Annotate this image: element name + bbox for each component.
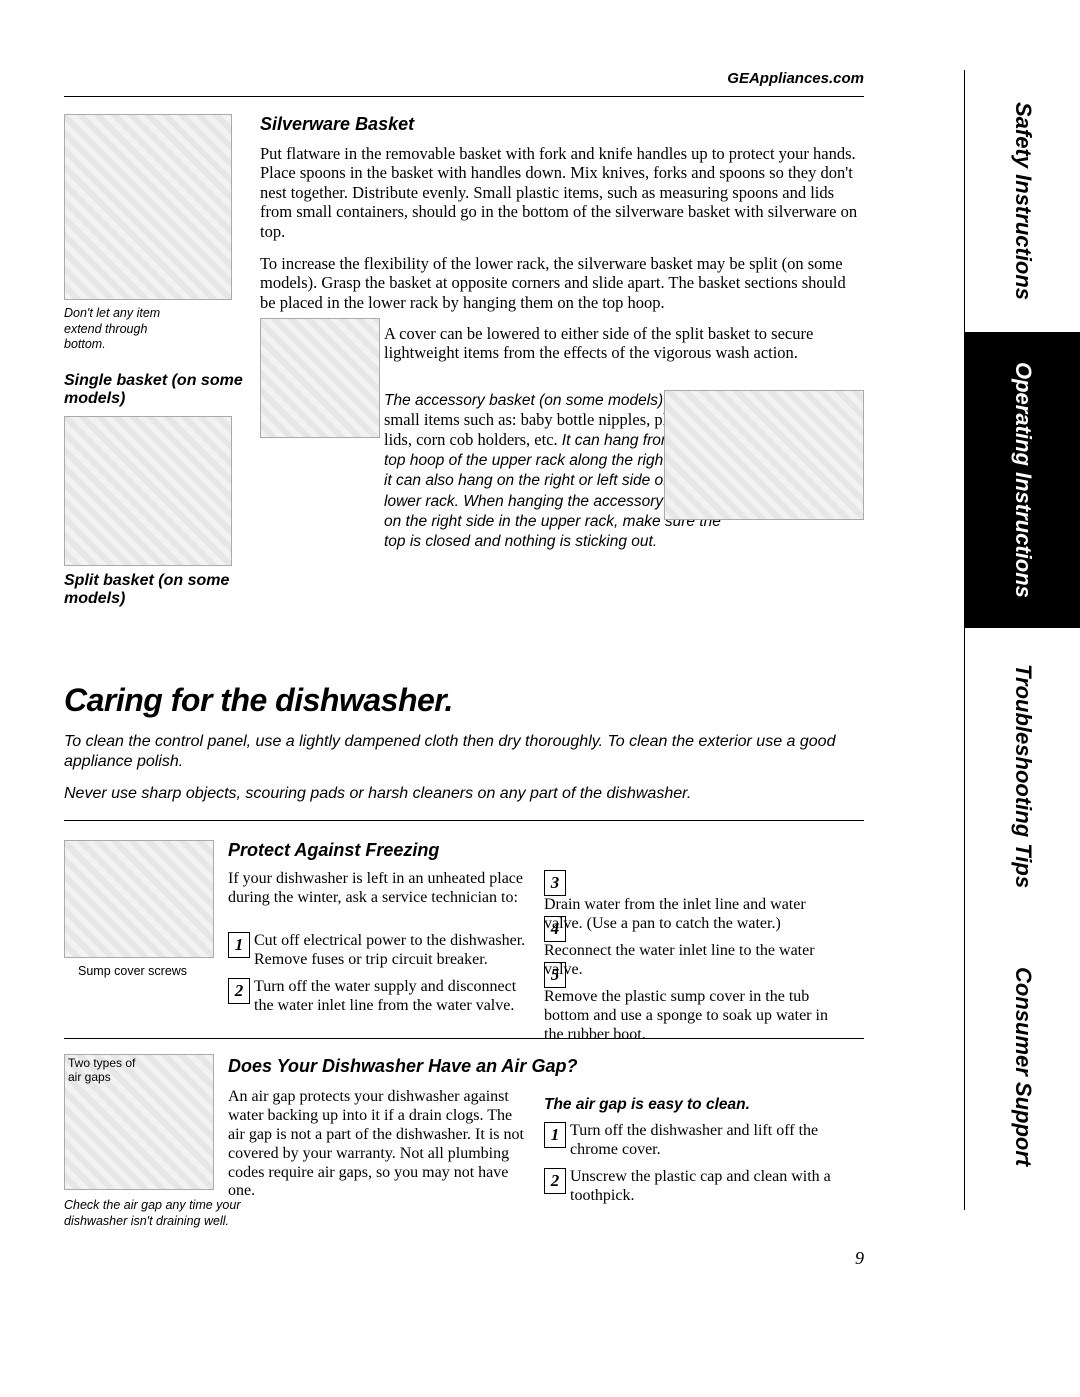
freezing-heading: Protect Against Freezing — [228, 840, 439, 861]
tab-troubleshooting-tips[interactable]: Troubleshooting Tips — [965, 628, 1080, 924]
step-number-icon: 2 — [228, 978, 250, 1004]
tab-label: Operating Instructions — [1010, 362, 1036, 598]
side-tabs: Safety Instructions Operating Instructio… — [964, 70, 1080, 1210]
silverware-paragraph-2: To increase the flexibility of the lower… — [260, 254, 864, 312]
silverware-heading: Silverware Basket — [260, 114, 414, 135]
silverware-basket-illustration — [64, 114, 232, 300]
single-basket-label: Single basket (on some models) — [64, 372, 244, 409]
freezing-step-1: 1Cut off electrical power to the dishwas… — [228, 932, 534, 970]
step-text: Turn off the dishwasher and lift off the… — [570, 1122, 860, 1160]
freezing-step-5: 5Remove the plastic sump cover in the tu… — [544, 962, 864, 1045]
split-basket-label: Split basket (on some models) — [64, 572, 244, 609]
silverware-paragraph-1: Put flatware in the removable basket wit… — [260, 144, 864, 241]
tab-label: Consumer Support — [1010, 967, 1036, 1166]
step-text: Turn off the water supply and disconnect… — [254, 978, 534, 1016]
tab-safety-instructions[interactable]: Safety Instructions — [965, 70, 1080, 332]
caring-paragraph-1: To clean the control panel, use a lightl… — [64, 732, 864, 772]
step-text: Cut off electrical power to the dishwash… — [254, 932, 534, 970]
caring-paragraph-2: Never use sharp objects, scouring pads o… — [64, 784, 864, 804]
tab-operating-instructions[interactable]: Operating Instructions — [965, 332, 1080, 628]
tab-consumer-support[interactable]: Consumer Support — [965, 924, 1080, 1210]
split-basket-illustration — [64, 416, 232, 566]
accessory-lead: The accessory basket (on some models) — [384, 392, 663, 409]
sump-cover-illustration — [64, 840, 214, 958]
air-gap-step-1: 1Turn off the dishwasher and lift off th… — [544, 1122, 860, 1160]
step-text: Unscrew the plastic cap and clean with a… — [570, 1168, 860, 1206]
step-number-icon: 4 — [544, 916, 566, 942]
page-number: 9 — [855, 1248, 864, 1269]
step-number-icon: 2 — [544, 1168, 566, 1194]
freezing-step-2: 2Turn off the water supply and disconnec… — [228, 978, 534, 1016]
tab-label: Safety Instructions — [1010, 102, 1036, 300]
air-gap-heading: Does Your Dishwasher Have an Air Gap? — [228, 1056, 577, 1077]
accessory-basket-illustration — [664, 390, 864, 520]
header-url: GEAppliances.com — [727, 70, 864, 87]
air-gap-paragraph: An air gap protects your dishwasher agai… — [228, 1088, 528, 1201]
caring-heading: Caring for the dishwasher. — [64, 682, 453, 719]
sump-cover-caption: Sump cover screws — [78, 964, 187, 978]
cover-illustration — [260, 318, 380, 438]
freezing-intro: If your dishwasher is left in an unheate… — [228, 870, 528, 908]
step-number-icon: 3 — [544, 870, 566, 896]
silverware-paragraph-3: A cover can be lowered to either side of… — [384, 324, 864, 363]
air-gap-step-2: 2Unscrew the plastic cap and clean with … — [544, 1168, 860, 1206]
step-number-icon: 1 — [544, 1122, 566, 1148]
air-gap-caption: Check the air gap any time your dishwash… — [64, 1198, 264, 1229]
step-number-icon: 5 — [544, 962, 566, 988]
tab-label: Troubleshooting Tips — [1010, 664, 1036, 888]
rule-top — [64, 96, 864, 97]
rule-mid-2 — [64, 1038, 864, 1039]
rule-mid-1 — [64, 820, 864, 821]
silverware-basket-caption: Don't let any item extend through bottom… — [64, 306, 184, 353]
step-number-icon: 1 — [228, 932, 250, 958]
air-gap-subheading: The air gap is easy to clean. — [544, 1096, 750, 1114]
step-text: Remove the plastic sump cover in the tub… — [544, 988, 840, 1045]
air-gap-image-label: Two types of air gaps — [68, 1056, 138, 1085]
